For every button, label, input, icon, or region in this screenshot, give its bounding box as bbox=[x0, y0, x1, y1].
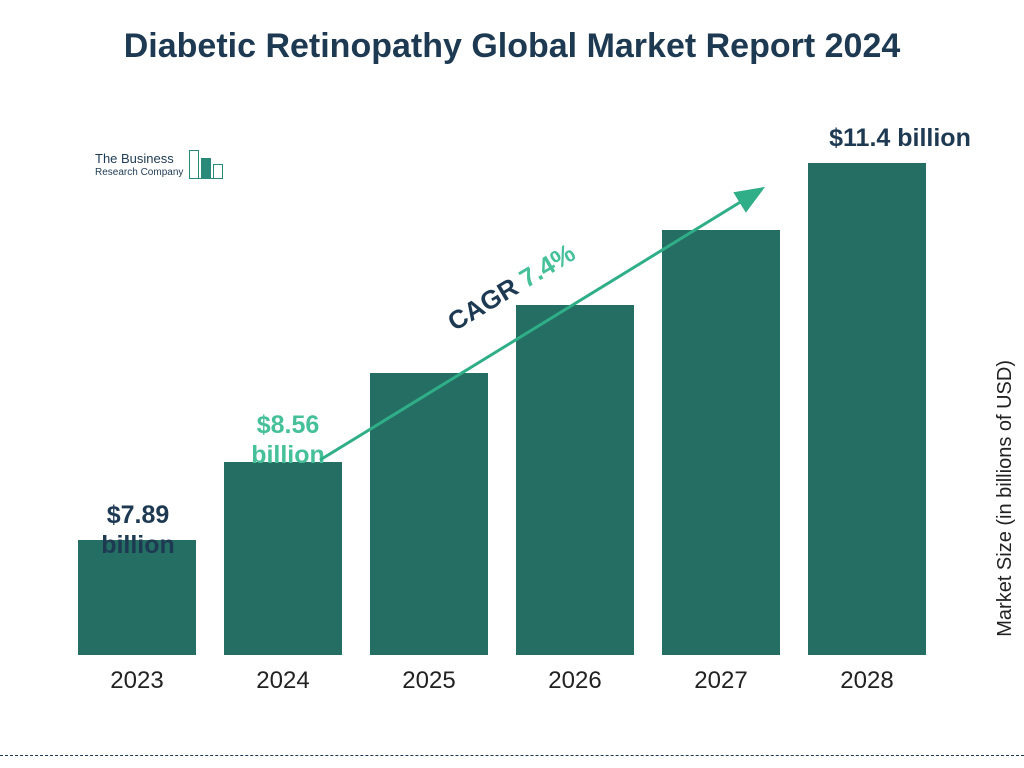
bar-column bbox=[510, 305, 640, 655]
bar bbox=[808, 163, 926, 655]
bar-column bbox=[364, 373, 494, 655]
bars-row bbox=[72, 163, 932, 655]
bar-chart: 2023 2024 2025 2026 2027 2028 bbox=[72, 155, 932, 695]
bar-column bbox=[218, 462, 348, 655]
x-tick-label: 2025 bbox=[364, 667, 494, 695]
bottom-divider bbox=[0, 755, 1024, 756]
value-label: $8.56billion bbox=[208, 410, 368, 470]
value-label: $7.89billion bbox=[58, 500, 218, 560]
bar-column bbox=[656, 230, 786, 655]
x-tick-label: 2024 bbox=[218, 667, 348, 695]
x-tick-label: 2028 bbox=[802, 667, 932, 695]
bar bbox=[516, 305, 634, 655]
x-tick-label: 2027 bbox=[656, 667, 786, 695]
bar bbox=[370, 373, 488, 655]
bar bbox=[224, 462, 342, 655]
x-tick-label: 2023 bbox=[72, 667, 202, 695]
y-axis-label: Market Size (in billions of USD) bbox=[994, 360, 1017, 637]
bar-column bbox=[802, 163, 932, 655]
value-label: $11.4 billion bbox=[800, 123, 1000, 153]
bar bbox=[662, 230, 780, 655]
x-tick-label: 2026 bbox=[510, 667, 640, 695]
chart-title: Diabetic Retinopathy Global Market Repor… bbox=[0, 24, 1024, 68]
